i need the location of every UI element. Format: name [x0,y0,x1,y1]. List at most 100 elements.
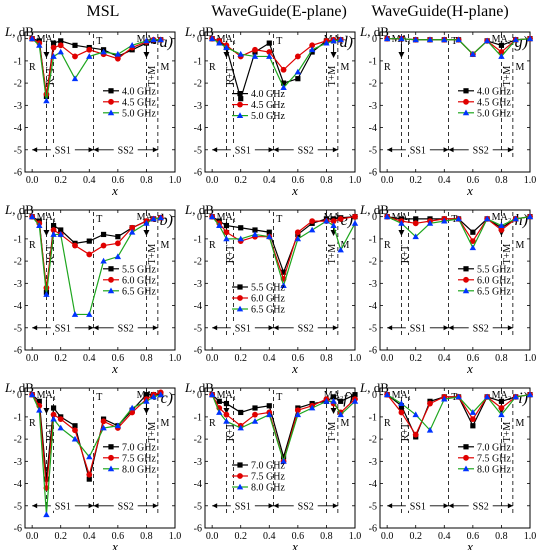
data-point [100,418,107,425]
y-tick-label: -3 [369,457,377,468]
segment-label: SS2 [118,145,134,156]
segment-arrow-left [93,325,99,331]
legend-marker [237,462,243,468]
y-axis-label: L, dB [184,202,214,217]
segment-arrow-left [93,503,99,509]
y-axis-unit: , dB [192,24,214,39]
data-point [280,458,287,464]
y-axis-unit: , dB [12,24,34,39]
plot-frame [24,31,176,173]
series-2 [383,391,534,433]
data-point [71,435,79,442]
y-tick-label: -1 [14,412,22,423]
data-point [337,246,344,253]
y-axis-symbol: L [359,202,367,217]
y-tick-label: -3 [14,101,22,112]
region-label-r: R [209,240,216,251]
data-point [330,218,337,225]
segment-arrow-right [332,147,338,153]
data-point [427,400,433,407]
segment-arrow-right [152,325,158,331]
y-tick-label: -3 [369,101,377,112]
series-2 [28,391,164,518]
x-tick-label: 0.8 [140,531,153,542]
y-axis-label: L, dB [359,380,389,395]
data-point [455,393,462,400]
y-axis-symbol: L [184,202,192,217]
x-tick-label: 0.0 [26,353,39,364]
region-label-m: M [161,418,170,429]
mode-marker-label: MA₁ [217,34,237,45]
region-label-t: T [276,36,282,47]
mode-marker-arrow-head [143,230,150,236]
x-tick-label: 0.8 [495,353,508,364]
y-tick-label: -2 [14,79,22,90]
x-tick-label: 0.6 [112,531,125,542]
plot-frame [24,209,176,351]
segment-label: SS1 [410,323,426,334]
data-point [86,238,92,244]
y-axis-symbol: L [359,24,367,39]
x-tick-label: 1.0 [169,531,182,542]
segment-arrow-left [212,325,218,331]
legend-label: 5.5 GHz [477,264,511,275]
region-label-t: T [96,214,102,225]
legend-label: 7.0 GHz [251,461,285,472]
legend-marker [237,284,243,290]
x-tick-label: 0.8 [320,175,333,186]
panel-b: 0-1-2-3-4-5-60.0 0.2 0.4 0.6 0.8 1.0L, dBxb)M… [4,202,181,376]
y-axis-label: L, dB [184,24,214,39]
x-tick-label: 0.8 [320,353,333,364]
y-axis-label: L, dB [4,24,34,39]
x-axis-label: x [291,539,298,550]
legend-label: 7.5 GHz [477,453,511,464]
plot-frame [379,209,531,351]
segment-arrow-left [273,147,279,153]
data-point [216,222,223,228]
boundary-label: T+M [147,422,158,443]
y-axis-symbol: L [4,202,12,217]
series-2 [208,391,359,464]
data-point [512,36,519,43]
data-point [50,415,57,422]
segment-arrow-left [32,325,38,331]
data-point [72,242,78,249]
data-point [50,44,57,51]
x-tick-label: 1.0 [524,353,537,364]
legend-marker [463,266,469,272]
region-label-r: R [384,240,391,251]
data-point [323,398,330,404]
segment-arrow-right [332,325,338,331]
data-point [114,422,122,429]
segment-label: SS1 [410,501,426,512]
segment-arrow-left [448,325,454,331]
legend-label: 4.0 GHz [477,86,511,97]
y-tick-label: -5 [14,323,22,334]
data-point [498,49,505,55]
y-axis-symbol: L [184,24,192,39]
segment-label: SS1 [235,501,251,512]
mode-marker-arrow-head [43,52,50,58]
legend-marker [462,287,470,294]
data-point [266,229,272,235]
y-tick-label: -4 [194,479,202,490]
segment-label: SS1 [55,145,71,156]
region-label-m: M [161,62,170,73]
y-tick-label: -4 [14,123,22,134]
data-point [280,269,287,275]
legend-label: 7.0 GHz [122,442,156,453]
segment-arrow-left [32,147,38,153]
data-point [280,454,287,460]
y-tick-label: -6 [14,168,22,179]
y-tick-label: -1 [14,234,22,245]
y-axis-symbol: L [359,380,367,395]
legend-marker [108,98,114,105]
y-axis-unit: , dB [367,202,389,217]
data-point [469,416,476,423]
y-tick-label: -6 [369,168,377,179]
region-label-m: M [341,62,350,73]
y-tick-label: 0 [197,390,202,401]
